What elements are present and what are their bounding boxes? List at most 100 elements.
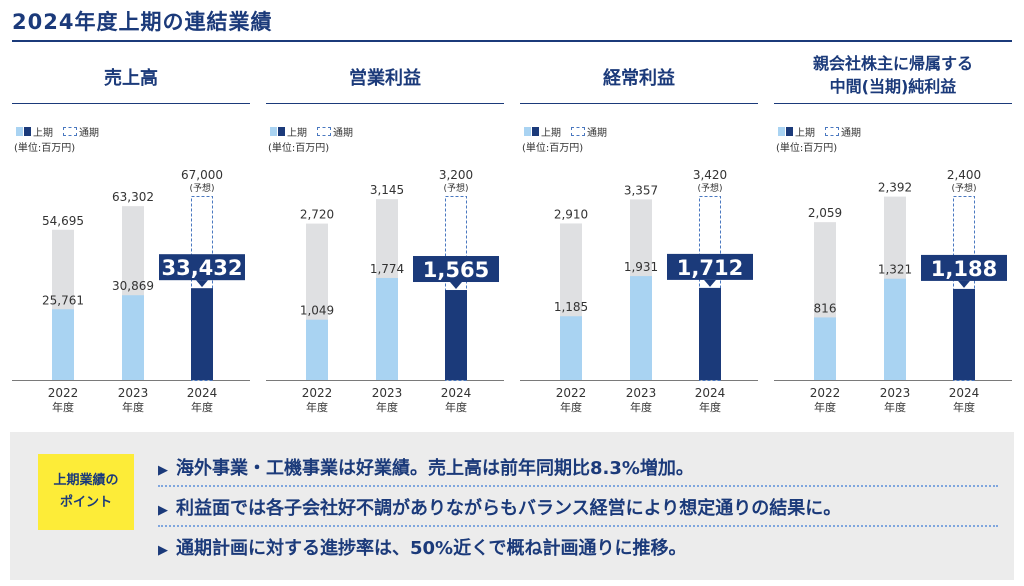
chart-title-line-1: 親会社株主に帰属する: [812, 54, 973, 73]
highlights-box: 上期業績の ポイント ▶ 海外事業・工機事業は好業績。売上高は前年同期比8.3%増…: [10, 432, 1014, 580]
x-tick-label: 2023: [880, 386, 911, 400]
legend-label-h1: 上期: [287, 128, 307, 139]
h1-value-callout-pointer: [450, 282, 462, 290]
x-tick-sublabel: 年度: [699, 400, 721, 414]
unit-label: (単位:百万円): [268, 143, 330, 154]
full-year-value-label: 2,392: [878, 181, 912, 195]
h1-bar: [884, 278, 906, 380]
legend-label-full: 通期: [79, 128, 99, 139]
title-rule: [12, 40, 1012, 42]
full-year-value-label: 3,200: [439, 168, 473, 182]
h1-value-callout-box: [667, 253, 753, 280]
legend-swatch-h1-past: [778, 127, 785, 136]
unit-label: (単位:百万円): [776, 143, 838, 154]
h1-value-label: 30,869: [112, 279, 154, 293]
legend-label-h1: 上期: [33, 128, 53, 139]
h1-value-label: 816: [814, 301, 837, 315]
legend-swatch-full: [63, 127, 77, 136]
chart-title: 経常利益: [603, 68, 675, 89]
full-year-value-label: 2,400: [947, 168, 981, 182]
h1-bar: [814, 317, 836, 380]
highlight-text: 海外事業・工機事業は好業績。売上高は前年同期比8.3%増加。: [176, 458, 694, 479]
legend: 上期 通期: [270, 124, 353, 139]
bullet-arrow-icon: ▶: [158, 543, 168, 558]
legend-label-full: 通期: [333, 128, 353, 139]
chart-title-line-2: 中間(当期)純利益: [829, 77, 957, 96]
highlight-item: ▶ 利益面では各子会社好不調がありながらもバランス経営により想定通りの結果に。: [158, 494, 841, 520]
bullet-arrow-icon: ▶: [158, 463, 168, 478]
bar-chart: 54,69525,7612022年度63,30230,8692023年度67,0…: [12, 168, 250, 414]
legend-label-h1: 上期: [795, 128, 815, 139]
h1-bar: [445, 290, 467, 380]
x-tick-sublabel: 年度: [191, 400, 213, 414]
h1-value-callout-pointer: [196, 280, 208, 288]
h1-bar: [953, 288, 975, 380]
h1-value-callout-box: [159, 254, 245, 281]
full-year-value-label: 67,000: [181, 168, 223, 182]
h1-value-callout: 33,432: [161, 256, 242, 280]
chart-panel-operating-income: 営業利益 上期 通期 (単位:百万円) 2,720 1,049 2022 年度 3,14…: [266, 44, 504, 424]
x-tick-label: 2024: [441, 386, 472, 400]
x-tick-label: 2023: [118, 386, 149, 400]
legend-swatch-h1-current: [532, 127, 539, 136]
x-tick-sublabel: 年度: [560, 400, 582, 414]
h1-value-callout-box: [921, 254, 1007, 281]
x-tick-sublabel: 年度: [953, 400, 975, 414]
x-tick-label: 2023: [372, 386, 403, 400]
legend-swatch-full: [317, 127, 331, 136]
h1-bar: [376, 277, 398, 380]
x-tick-sublabel: 年度: [376, 400, 398, 414]
chart-panel-ordinary-income: 経常利益 上期 通期 (単位:百万円) 2,910 1,185 2022 年度 3,35…: [520, 44, 758, 424]
legend-swatch-h1-current: [786, 127, 793, 136]
highlight-separator: [158, 485, 998, 487]
h1-value-callout: 1,188: [931, 257, 997, 281]
h1-bar: [699, 287, 721, 380]
legend-swatch-h1-current: [278, 127, 285, 136]
legend: 上期 通期: [16, 124, 99, 139]
page-title: 2024年度上期の連結業績: [12, 10, 273, 34]
legend: 上期 通期: [524, 124, 607, 139]
x-tick-sublabel: 年度: [630, 400, 652, 414]
highlights-label-line-2: ポイント: [59, 495, 112, 510]
x-tick-sublabel: 年度: [814, 400, 836, 414]
h1-bar: [52, 309, 74, 380]
h1-bar: [122, 295, 144, 380]
x-tick-sublabel: 年度: [52, 400, 74, 414]
unit-label: (単位:百万円): [522, 143, 584, 154]
full-year-value-label: 54,695: [42, 214, 84, 228]
x-tick-label: 2024: [187, 386, 218, 400]
highlights-label-line-1: 上期業績の: [53, 473, 119, 488]
chart-title: 売上高: [104, 68, 158, 89]
legend-label-full: 通期: [841, 128, 861, 139]
unit-label: (単位:百万円): [14, 143, 76, 154]
chart-title: 営業利益: [349, 68, 421, 89]
x-tick-sublabel: 年度: [306, 400, 328, 414]
chart-panel-net-income: 親会社株主に帰属する 中間(当期)純利益 上期 通期 (単位:百万円) 2,05…: [774, 44, 1012, 424]
legend-swatch-full: [825, 127, 839, 136]
legend: 上期 通期: [778, 124, 861, 139]
h1-value-label: 1,185: [554, 300, 588, 314]
x-tick-label: 2022: [302, 386, 333, 400]
h1-value-callout-box: [413, 256, 499, 283]
highlight-text: 通期計画に対する進捗率は、50%近くで概ね計画通りに推移。: [176, 538, 687, 559]
forecast-label: (予想): [951, 182, 976, 194]
h1-value-label: 1,931: [624, 260, 658, 274]
h1-value-label: 1,321: [878, 263, 912, 277]
h1-value-label: 1,049: [300, 304, 334, 318]
legend-swatch-h1-past: [270, 127, 277, 136]
highlight-item: ▶ 通期計画に対する進捗率は、50%近くで概ね計画通りに推移。: [158, 534, 687, 560]
h1-value-callout-pointer: [958, 280, 970, 288]
forecast-label: (予想): [697, 182, 722, 194]
h1-value-callout-pointer: [704, 279, 716, 287]
h1-bar: [630, 276, 652, 380]
full-year-value-label: 3,357: [624, 183, 658, 197]
h1-value-callout: 1,712: [677, 256, 743, 280]
x-tick-label: 2022: [556, 386, 587, 400]
panel-rule: [12, 103, 250, 104]
legend-label-h1: 上期: [541, 128, 561, 139]
h1-bar: [560, 316, 582, 380]
highlight-separator: [158, 525, 998, 527]
x-tick-label: 2023: [626, 386, 657, 400]
panel-rule: [520, 103, 758, 104]
x-tick-label: 2024: [949, 386, 980, 400]
